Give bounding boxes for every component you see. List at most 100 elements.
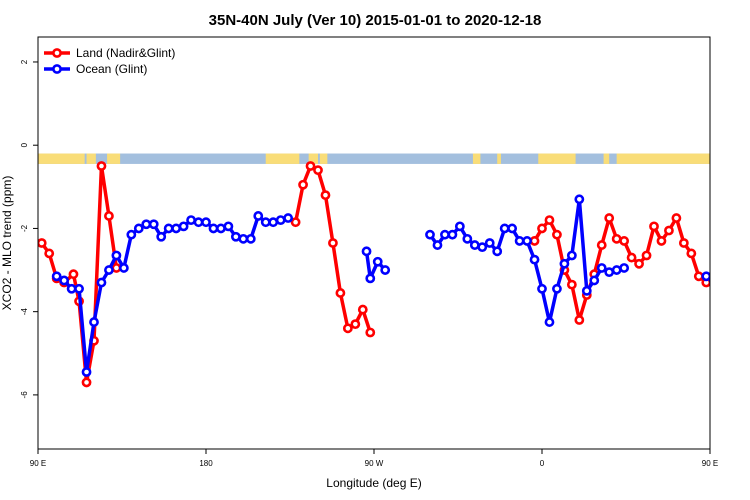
land-band-segment	[472, 153, 481, 164]
y-tick-label: 0	[20, 142, 29, 147]
data-point-ocean-glint	[454, 221, 465, 232]
data-point-ocean-glint	[507, 223, 518, 234]
data-point-land-nadir-glint	[686, 248, 697, 259]
data-point-land-nadir-glint	[725, 379, 732, 386]
data-point-land-nadir-glint	[537, 223, 547, 234]
land-ocean-mask-band	[38, 153, 710, 164]
data-point-ocean-glint	[499, 223, 510, 234]
legend-label-land-nadir-glint: Land (Nadir&Glint)	[76, 46, 175, 60]
data-point-ocean-glint	[238, 233, 249, 244]
data-point-land-nadir-glint	[574, 315, 585, 325]
data-point-ocean-glint	[361, 246, 372, 257]
series-line-ocean-glint	[364, 251, 387, 281]
data-point-land-nadir-glint	[305, 161, 316, 171]
data-point-land-nadir-glint	[96, 161, 107, 171]
data-point-land-nadir-glint	[320, 190, 331, 201]
data-point-ocean-glint	[96, 277, 107, 288]
plot-frame	[37, 36, 711, 450]
data-point-ocean-glint	[156, 231, 167, 242]
data-point-land-nadir-glint	[626, 252, 637, 263]
data-point-ocean-glint	[208, 223, 219, 234]
data-point-ocean-glint	[178, 221, 189, 232]
data-point-land-nadir-glint	[634, 258, 644, 269]
data-point-land-nadir-glint	[596, 240, 607, 250]
data-point-land-nadir-glint	[529, 236, 540, 246]
land-band-segment	[538, 153, 576, 164]
data-point-land-nadir-glint	[335, 288, 346, 298]
data-point-ocean-glint	[462, 233, 473, 244]
data-point-ocean-glint	[163, 223, 174, 234]
y-tick-label: -6	[20, 391, 29, 399]
data-point-ocean-glint	[230, 231, 241, 242]
data-point-ocean-glint	[81, 367, 92, 377]
data-point-ocean-glint	[104, 265, 114, 275]
data-point-land-nadir-glint	[566, 279, 577, 290]
land-band-segment	[107, 153, 121, 164]
data-point-ocean-glint	[469, 240, 480, 250]
data-point-ocean-glint	[604, 267, 615, 278]
data-point-ocean-glint	[566, 250, 577, 261]
series-land-nadir-glint	[38, 161, 747, 388]
series-line-ocean-glint	[705, 274, 710, 281]
data-point-land-nadir-glint	[649, 221, 659, 232]
data-point-land-nadir-glint	[328, 238, 338, 248]
data-point-ocean-glint	[283, 213, 294, 223]
data-point-land-nadir-glint	[604, 213, 615, 223]
data-point-ocean-glint	[268, 217, 279, 228]
data-point-land-nadir-glint	[68, 269, 79, 280]
x-axis: 90 E 180 90 W 0 90 E	[30, 449, 718, 468]
data-point-ocean-glint	[372, 256, 383, 267]
data-point-land-nadir-glint	[544, 215, 555, 226]
data-point-land-nadir-glint	[693, 271, 704, 282]
data-point-land-nadir-glint	[313, 165, 323, 176]
data-point-ocean-glint	[148, 219, 159, 230]
data-point-ocean-glint	[380, 265, 391, 275]
series-layer	[38, 161, 747, 388]
data-point-ocean-glint	[447, 229, 458, 240]
data-point-ocean-glint	[544, 317, 555, 327]
data-point-land-nadir-glint	[611, 233, 622, 244]
data-point-ocean-glint	[171, 223, 182, 234]
series-ocean-glint	[51, 194, 747, 377]
data-point-ocean-glint	[133, 223, 144, 234]
data-point-ocean-glint	[596, 263, 607, 273]
land-band-segment	[308, 153, 318, 164]
data-point-ocean-glint	[59, 275, 70, 286]
data-point-ocean-glint	[701, 271, 710, 282]
data-point-ocean-glint	[253, 211, 264, 221]
data-point-ocean-glint	[529, 254, 540, 265]
data-point-ocean-glint	[574, 194, 585, 205]
data-point-land-nadir-glint	[81, 377, 92, 388]
x-tick-label: 90 E	[702, 459, 718, 468]
data-point-ocean-glint	[611, 265, 622, 275]
data-point-land-nadir-glint	[678, 238, 689, 248]
data-point-land-nadir-glint	[656, 236, 667, 246]
data-point-ocean-glint	[740, 318, 747, 325]
data-point-ocean-glint	[74, 283, 84, 294]
data-point-land-nadir-glint	[111, 263, 122, 273]
data-point-ocean-glint	[186, 215, 196, 226]
series-line-ocean-glint	[428, 197, 625, 324]
y-axis: 2 0 -2 -4 -6	[20, 59, 38, 398]
data-point-ocean-glint	[223, 221, 234, 232]
data-point-ocean-glint	[51, 271, 62, 282]
data-point-ocean-glint	[260, 217, 271, 228]
data-point-land-nadir-glint	[298, 179, 308, 190]
x-tick-label: 90 E	[30, 459, 46, 468]
data-point-land-nadir-glint	[671, 213, 682, 223]
data-point-land-nadir-glint	[290, 217, 301, 228]
data-point-ocean-glint	[619, 263, 630, 273]
data-point-land-nadir-glint	[740, 162, 747, 169]
data-point-ocean-glint	[581, 285, 592, 296]
data-point-ocean-glint	[245, 233, 256, 244]
y-axis-label: XCO2 - MLO trend (ppm)	[0, 176, 14, 311]
data-point-ocean-glint	[522, 236, 532, 246]
x-axis-label: Longitude (deg E)	[326, 476, 421, 490]
data-point-land-nadir-glint	[357, 304, 368, 315]
data-point-ocean-glint	[89, 317, 99, 327]
data-point-ocean-glint	[111, 250, 122, 261]
chart-title: 35N-40N July (Ver 10) 2015-01-01 to 2020…	[209, 12, 542, 29]
data-point-land-nadir-glint	[38, 238, 47, 248]
data-point-land-nadir-glint	[718, 296, 725, 303]
